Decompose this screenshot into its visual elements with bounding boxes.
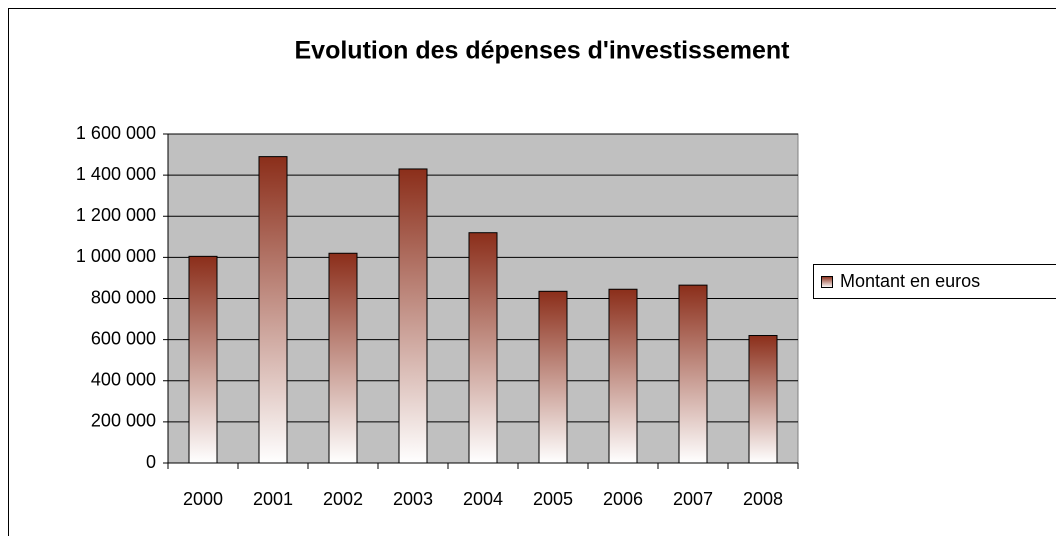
x-tick-label: 2002 xyxy=(323,489,363,509)
bar xyxy=(258,156,288,464)
x-tick-label: 2000 xyxy=(183,489,223,509)
x-tick-label: 2001 xyxy=(253,489,293,509)
x-tick-label: 2003 xyxy=(393,489,433,509)
y-tick-label: 0 xyxy=(146,452,156,472)
bar xyxy=(328,252,358,464)
bar xyxy=(608,288,638,464)
y-tick-label: 1 000 000 xyxy=(76,246,156,266)
x-tick-label: 2007 xyxy=(673,489,713,509)
y-tick-label: 200 000 xyxy=(91,411,156,431)
y-tick-label: 1 200 000 xyxy=(76,205,156,225)
x-tick-label: 2004 xyxy=(463,489,503,509)
x-tick-label: 2006 xyxy=(603,489,643,509)
x-tick-label: 2005 xyxy=(533,489,573,509)
bar xyxy=(748,335,778,464)
y-tick-label: 1 400 000 xyxy=(76,164,156,184)
bar xyxy=(188,255,218,464)
bar xyxy=(678,284,708,464)
chart-title: Evolution des dépenses d'investissement xyxy=(295,37,791,65)
legend-label: Montant en euros xyxy=(840,271,980,291)
bar xyxy=(468,232,498,464)
legend-swatch xyxy=(821,276,833,288)
y-tick-label: 400 000 xyxy=(91,370,156,390)
legend-box xyxy=(813,264,1056,299)
x-tick-label: 2008 xyxy=(743,489,783,509)
y-tick-label: 800 000 xyxy=(91,287,156,307)
y-tick-label: 600 000 xyxy=(91,328,156,348)
bar xyxy=(398,168,428,464)
y-tick-label: 1 600 000 xyxy=(76,123,156,143)
bar xyxy=(538,290,568,464)
